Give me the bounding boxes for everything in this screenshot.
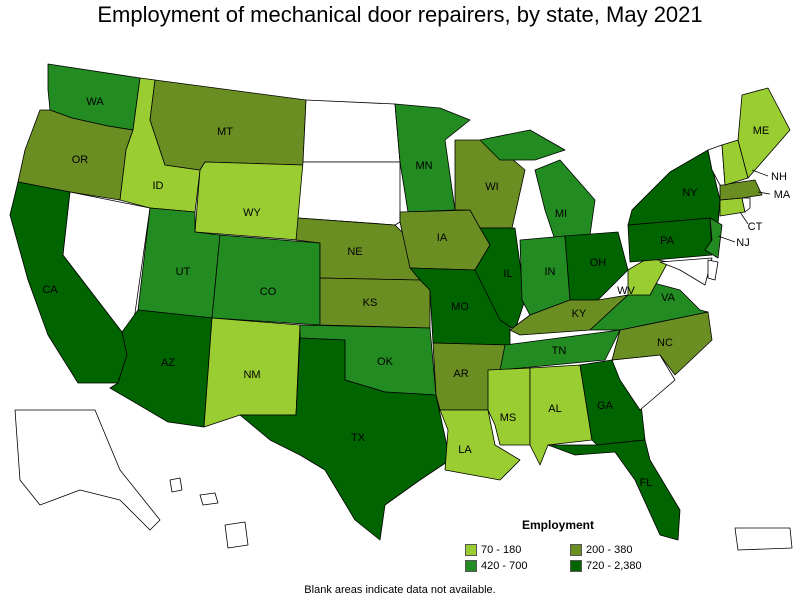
state-label-tn: TN bbox=[552, 345, 567, 357]
state-label-ia: IA bbox=[437, 232, 448, 244]
leader-line-ct bbox=[739, 211, 749, 225]
legend-title: Employment bbox=[522, 518, 595, 532]
legend-item-bin-2: 420 - 700 bbox=[465, 560, 527, 572]
state-label-ok: OK bbox=[377, 356, 394, 368]
state-label-mi: MI bbox=[555, 208, 567, 220]
legend-label-bin-1: 200 - 380 bbox=[586, 544, 633, 556]
leader-line-nj bbox=[717, 235, 736, 243]
state-label-or: OR bbox=[72, 154, 89, 166]
state-label-ny: NY bbox=[682, 187, 698, 199]
state-ky bbox=[509, 294, 629, 336]
state-hi bbox=[169, 477, 249, 549]
state-label-nc: NC bbox=[657, 337, 673, 349]
legend-label-bin-2: 420 - 700 bbox=[481, 560, 528, 572]
state-vt bbox=[707, 144, 726, 186]
state-oh bbox=[564, 231, 629, 301]
state-ks bbox=[319, 277, 431, 329]
footnote: Blank areas indicate data not available. bbox=[304, 584, 496, 596]
state-label-wa: WA bbox=[86, 96, 104, 108]
state-md bbox=[659, 257, 713, 286]
state-label-la: LA bbox=[458, 444, 472, 456]
state-wy bbox=[194, 161, 304, 241]
state-label-nj: NJ bbox=[736, 237, 749, 249]
legend-item-bin-3: 720 - 2,380 bbox=[570, 560, 642, 572]
legend-item-bin-1: 200 - 380 bbox=[570, 544, 632, 556]
leader-lines bbox=[717, 169, 771, 243]
state-label-tx: TX bbox=[351, 432, 366, 444]
state-tx bbox=[239, 337, 451, 541]
state-ri bbox=[741, 197, 751, 213]
legend: Employment 70 - 180 200 - 380 420 - 700 … bbox=[465, 518, 665, 578]
state-label-id: ID bbox=[153, 180, 164, 192]
state-label-ct: CT bbox=[748, 221, 763, 233]
state-label-in: IN bbox=[545, 266, 556, 278]
state-label-ga: GA bbox=[597, 400, 614, 412]
state-label-ar: AR bbox=[453, 368, 468, 380]
state-label-oh: OH bbox=[590, 257, 607, 269]
state-label-ca: CA bbox=[42, 284, 58, 296]
state-label-nm: NM bbox=[243, 369, 260, 381]
state-label-mt: MT bbox=[217, 126, 233, 138]
state-me bbox=[737, 87, 791, 179]
map-title: Employment of mechanical door repairers,… bbox=[97, 2, 703, 27]
state-nd bbox=[302, 99, 401, 163]
state-ma bbox=[719, 179, 763, 201]
state-label-fl: FL bbox=[640, 477, 653, 489]
state-label-mo: MO bbox=[451, 301, 469, 313]
state-de bbox=[707, 259, 719, 281]
state-label-ms: MS bbox=[500, 412, 517, 424]
state-label-co: CO bbox=[260, 286, 277, 298]
state-label-mn: MN bbox=[415, 160, 432, 172]
state-label-wv: WV bbox=[617, 285, 635, 297]
state-label-nh: NH bbox=[771, 171, 787, 183]
leader-line-ma bbox=[757, 191, 771, 195]
state-label-me: ME bbox=[753, 125, 770, 137]
state-ms bbox=[487, 367, 531, 446]
state-label-ks: KS bbox=[363, 297, 378, 309]
states-layer bbox=[9, 63, 793, 551]
legend-label-bin-0: 70 - 180 bbox=[481, 544, 522, 556]
state-fl bbox=[547, 439, 681, 541]
state-nj bbox=[704, 217, 723, 259]
labels-layer: WA OR CA ID MT WY UT CO AZ NM NE KS OK TX MN IA MO AR LA WI… bbox=[42, 96, 791, 489]
legend-swatch-bin-1 bbox=[570, 544, 582, 556]
state-label-wi: WI bbox=[485, 181, 498, 193]
legend-swatch-bin-3 bbox=[570, 560, 582, 572]
state-label-va: VA bbox=[661, 292, 676, 304]
state-label-ky: KY bbox=[572, 308, 587, 320]
state-mn bbox=[394, 103, 471, 213]
state-label-al: AL bbox=[548, 403, 561, 415]
state-il bbox=[474, 227, 526, 331]
state-label-pa: PA bbox=[660, 235, 675, 247]
state-ny bbox=[627, 149, 721, 226]
state-la bbox=[439, 409, 521, 481]
legend-swatch-bin-0 bbox=[465, 544, 477, 556]
state-tn bbox=[499, 329, 621, 371]
state-co bbox=[211, 234, 321, 326]
state-label-ne: NE bbox=[347, 246, 362, 258]
state-label-ut: UT bbox=[176, 266, 191, 278]
state-label-wy: WY bbox=[243, 207, 261, 219]
leader-line-nh bbox=[751, 169, 769, 177]
state-label-az: AZ bbox=[161, 357, 175, 369]
state-sd bbox=[297, 161, 401, 226]
state-pr bbox=[734, 527, 793, 551]
legend-label-bin-3: 720 - 2,380 bbox=[586, 560, 642, 572]
state-label-il: IL bbox=[503, 268, 512, 280]
legend-item-bin-0: 70 - 180 bbox=[465, 544, 521, 556]
legend-swatch-bin-2 bbox=[465, 560, 477, 572]
state-label-ma: MA bbox=[774, 189, 791, 201]
state-ak bbox=[14, 409, 161, 531]
